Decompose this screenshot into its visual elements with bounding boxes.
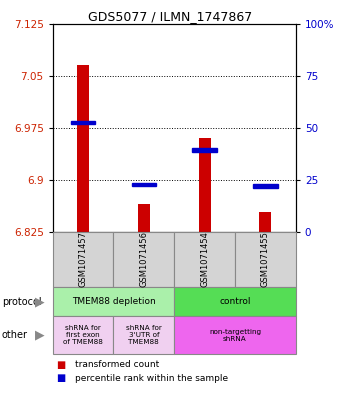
Text: protocol: protocol <box>2 297 41 307</box>
Text: GSM1071454: GSM1071454 <box>200 231 209 287</box>
Text: ▶: ▶ <box>35 329 45 342</box>
Bar <box>199 138 211 232</box>
Bar <box>138 204 150 232</box>
Text: ■: ■ <box>56 360 65 370</box>
Text: GSM1071455: GSM1071455 <box>261 231 270 287</box>
Bar <box>71 121 95 124</box>
Text: other: other <box>2 330 28 340</box>
Text: ■: ■ <box>56 373 65 383</box>
Bar <box>132 183 156 186</box>
Text: transformed count: transformed count <box>75 360 159 369</box>
Bar <box>192 148 217 152</box>
Text: TMEM88 depletion: TMEM88 depletion <box>72 297 155 306</box>
Text: GSM1071457: GSM1071457 <box>79 231 88 287</box>
Bar <box>253 184 277 188</box>
Bar <box>77 65 89 232</box>
Bar <box>259 213 272 232</box>
Text: GSM1071456: GSM1071456 <box>139 231 148 287</box>
Text: non-targetting
shRNA: non-targetting shRNA <box>209 329 261 342</box>
Text: ▶: ▶ <box>35 295 45 308</box>
Text: GDS5077 / ILMN_1747867: GDS5077 / ILMN_1747867 <box>88 10 252 23</box>
Text: shRNA for
first exon
of TMEM88: shRNA for first exon of TMEM88 <box>63 325 103 345</box>
Text: control: control <box>219 297 251 306</box>
Text: percentile rank within the sample: percentile rank within the sample <box>75 374 228 382</box>
Text: shRNA for
3'UTR of
TMEM88: shRNA for 3'UTR of TMEM88 <box>126 325 162 345</box>
